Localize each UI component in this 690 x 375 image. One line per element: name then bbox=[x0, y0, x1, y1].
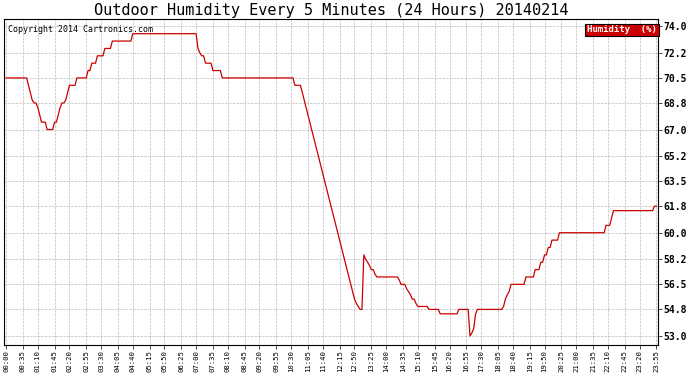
Text: Copyright 2014 Cartronics.com: Copyright 2014 Cartronics.com bbox=[8, 26, 152, 34]
Title: Outdoor Humidity Every 5 Minutes (24 Hours) 20140214: Outdoor Humidity Every 5 Minutes (24 Hou… bbox=[94, 3, 569, 18]
Text: Humidity  (%): Humidity (%) bbox=[587, 26, 657, 34]
